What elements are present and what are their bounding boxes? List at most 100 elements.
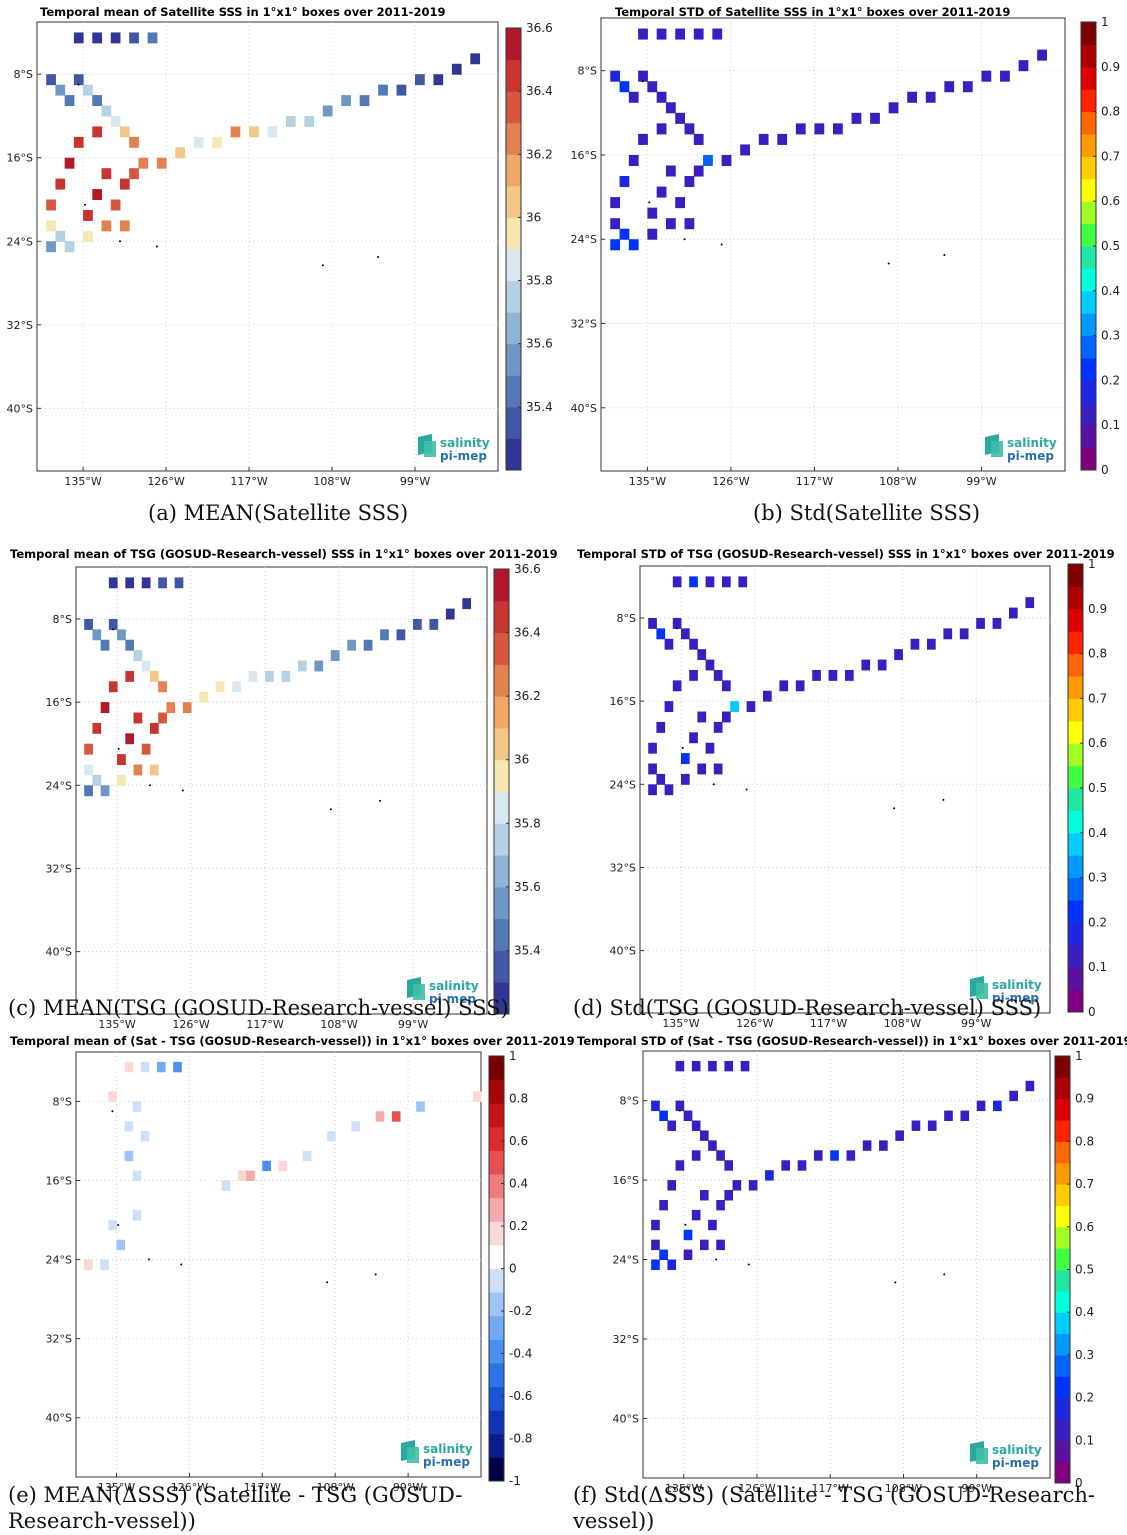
x-tick-label: 108°W xyxy=(320,1018,357,1031)
colorbar-tick-label: 0.7 xyxy=(1101,149,1120,163)
colorbar-segment xyxy=(494,569,509,602)
colorbar-segment xyxy=(494,791,509,824)
colorbar-segment xyxy=(1055,1184,1070,1206)
colorbar-segment xyxy=(1081,313,1096,337)
caption: (e) MEAN(ΔSSS) (Satellite - TSG (GOSUD-R… xyxy=(8,1483,463,1533)
grid-box xyxy=(262,1160,271,1172)
grid-box xyxy=(943,628,953,640)
colorbar-tick-label: 1 xyxy=(1088,557,1096,571)
grid-box xyxy=(230,126,241,138)
colorbar-tick-label: 0.3 xyxy=(1075,1348,1094,1362)
colorbar-segment xyxy=(1081,402,1096,426)
grid-box xyxy=(84,785,93,797)
grid-box xyxy=(795,680,805,692)
y-tick-label: 24°S xyxy=(46,1254,72,1267)
colorbar-tick-label: 0.3 xyxy=(1101,329,1120,343)
panel-f: Temporal STD of (Sat - TSG (GOSUD-Resear… xyxy=(563,1034,1127,1533)
colorbar-tick-label: 0.4 xyxy=(1088,826,1107,840)
colorbar-segment xyxy=(1081,201,1096,225)
grid-box xyxy=(327,1131,336,1142)
island-dot xyxy=(683,238,686,241)
grid-box xyxy=(199,691,209,703)
grid-box xyxy=(907,91,918,103)
grid-box xyxy=(108,1061,117,1073)
colorbar-tick-label: 0.2 xyxy=(509,1219,528,1233)
grid-box xyxy=(415,74,425,86)
grid-box xyxy=(100,1259,109,1270)
grid-box xyxy=(777,133,788,145)
panel-b: Temporal STD of Satellite SSS in 1°x1° b… xyxy=(563,0,1126,548)
grid-box xyxy=(667,1180,677,1191)
colorbar-tick-label: 1 xyxy=(509,1049,517,1063)
grid-box xyxy=(675,1100,685,1112)
colorbar-tick-label: 0.2 xyxy=(1075,1391,1094,1405)
colorbar-tick-label: -0.4 xyxy=(509,1347,532,1361)
grid-box xyxy=(713,669,723,681)
colorbar-segment xyxy=(489,1410,504,1435)
grid-box xyxy=(862,1140,872,1151)
colorbar-segment xyxy=(506,438,521,471)
x-tick-label: 126°W xyxy=(171,1481,208,1494)
colorbar-segment xyxy=(506,406,521,439)
y-tick-label: 16°S xyxy=(613,1174,639,1187)
chart-title: Temporal mean of TSG (GOSUD-Research-ves… xyxy=(10,547,558,561)
grid-box xyxy=(212,136,222,148)
island-dot xyxy=(894,1281,897,1284)
grid-box xyxy=(651,1239,660,1251)
colorbar-segment xyxy=(1081,380,1096,404)
colorbar-tick-label: 0.7 xyxy=(1075,1177,1094,1191)
colorbar-tick-label: 0.1 xyxy=(1075,1433,1094,1447)
colorbar-segment xyxy=(1055,1312,1070,1335)
grid-box xyxy=(462,598,472,610)
grid-box xyxy=(92,722,102,734)
colorbar-segment xyxy=(494,886,509,920)
grid-box xyxy=(691,1150,701,1161)
island-dot xyxy=(745,788,748,791)
grid-box xyxy=(116,1239,126,1251)
grid-box xyxy=(108,1220,117,1231)
grid-box xyxy=(797,1160,807,1171)
x-tick-label: 117°W xyxy=(244,1481,281,1494)
grid-box xyxy=(108,1091,117,1102)
colorbar-tick-label: 35.6 xyxy=(526,337,553,351)
colorbar-segment xyxy=(506,122,521,155)
grid-box xyxy=(92,189,103,201)
grid-box xyxy=(92,32,103,44)
island-dot xyxy=(681,746,684,749)
colorbar-segment xyxy=(1055,1376,1070,1399)
grid-box xyxy=(681,773,690,785)
grid-box xyxy=(610,218,621,230)
colorbar-segment xyxy=(489,1433,504,1458)
colorbar-segment xyxy=(1068,676,1083,699)
grid-box xyxy=(64,95,75,107)
grid-box xyxy=(684,123,695,135)
grid-box xyxy=(651,1219,660,1231)
x-tick-label: 135°W xyxy=(629,475,666,488)
grid-box xyxy=(656,773,666,785)
grid-box xyxy=(675,1160,685,1171)
colorbar-frame xyxy=(493,568,510,1015)
grid-box xyxy=(322,105,333,117)
grid-box xyxy=(870,112,880,124)
colorbar-segment xyxy=(494,727,509,761)
colorbar-segment xyxy=(1068,788,1083,811)
y-tick-label: 8°S xyxy=(620,1095,639,1108)
grid-box xyxy=(64,157,75,169)
grid-box xyxy=(699,1190,709,1201)
island-dot xyxy=(118,240,121,243)
x-tick-label: 135°W xyxy=(665,1482,702,1495)
grid-box xyxy=(708,1060,717,1072)
colorbar-tick-label: 0.7 xyxy=(1088,691,1107,705)
x-tick-label: 117°W xyxy=(230,475,267,488)
grid-box xyxy=(108,681,118,693)
grid-box xyxy=(665,102,676,114)
map-chart: Temporal STD of TSG (GOSUD-Research-vess… xyxy=(577,547,1115,1030)
colorbar-tick-label: 0.5 xyxy=(1075,1263,1094,1277)
caption: (c) MEAN(TSG (GOSUD-Research-vessel) SSS… xyxy=(8,996,509,1020)
colorbar-segment xyxy=(489,1197,504,1222)
grid-box xyxy=(304,115,315,127)
grid-box xyxy=(46,220,56,232)
y-tick-label: 8°S xyxy=(14,68,33,81)
grid-box xyxy=(748,1180,758,1191)
grid-box xyxy=(429,618,439,630)
